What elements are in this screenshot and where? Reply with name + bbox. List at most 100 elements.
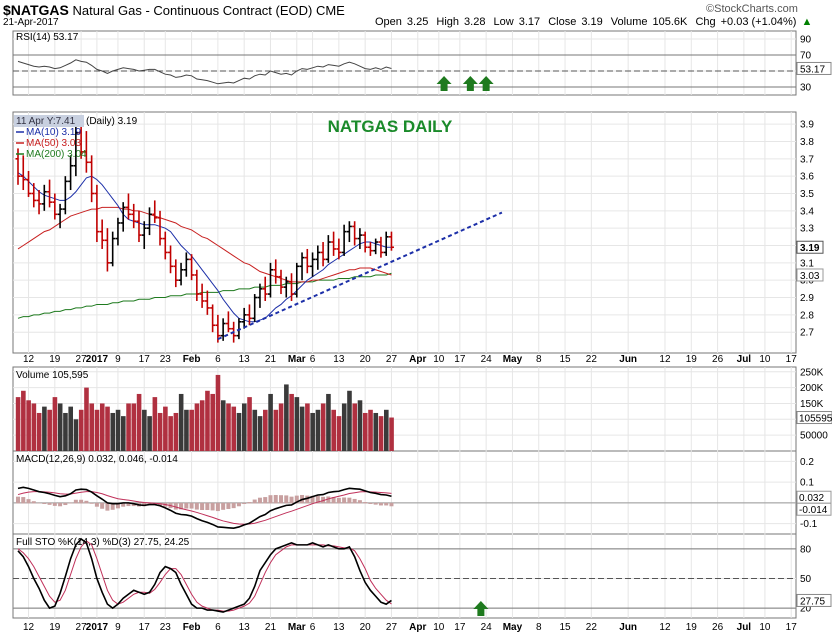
volume-bar: [320, 403, 326, 451]
price-bar: [352, 221, 358, 246]
volume-bar: [231, 406, 237, 451]
volume-bar: [15, 397, 21, 451]
volume-bar: [73, 419, 79, 451]
x-tick-label: 12: [23, 622, 35, 633]
rsi-panel-frame: [12, 30, 797, 96]
macd-histogram-bar: [16, 496, 20, 504]
macd-histogram-bar: [37, 502, 42, 504]
macd-histogram-bar: [189, 502, 194, 509]
price-bar: [346, 221, 352, 243]
volume-bar: [236, 412, 242, 451]
price-bar: [388, 231, 394, 251]
price-bar: [315, 245, 321, 270]
macd-histogram-bar: [200, 502, 205, 511]
volume-bar: [284, 384, 289, 451]
symbol-description: Natural Gas - Continuous Contract (EOD) …: [72, 3, 345, 18]
volume-bar: [336, 416, 342, 451]
price-y-tick-label: 2.9: [800, 293, 814, 304]
macd-histogram-bar: [73, 499, 78, 504]
ma200-line: [17, 272, 392, 319]
macd-histogram-bar: [310, 495, 315, 504]
volume-bar: [362, 412, 368, 451]
volume-bar: [21, 390, 26, 451]
trendline: [217, 211, 503, 341]
price-bar: [189, 254, 195, 281]
x-tick-label: 17: [139, 354, 151, 365]
price-last-box: [796, 240, 824, 254]
volume-y-tick-label: 250K: [800, 367, 824, 378]
x-tick-label: 27: [76, 622, 88, 633]
price-bar: [178, 262, 184, 286]
volume-last-box: [796, 411, 832, 425]
x-tick-label: 2017: [86, 622, 109, 633]
x-tick-label: 15: [559, 354, 571, 365]
price-bar: [41, 184, 47, 211]
macd-histogram-bar: [26, 499, 31, 504]
macd-histogram-bar: [194, 502, 199, 510]
sto-y-tick-label: 80: [800, 544, 812, 555]
x-tick-label: 21: [265, 354, 277, 365]
volume-bar: [36, 412, 42, 451]
macd-histogram-bar: [357, 500, 362, 504]
chart-annotation: NATGAS DAILY: [328, 117, 453, 136]
volume-bar: [147, 416, 152, 451]
price-bar: [378, 236, 384, 258]
price-legend-daily: (Daily) 3.19: [86, 116, 138, 127]
price-y-tick-label: 3.4: [800, 206, 814, 217]
volume-bar: [326, 393, 331, 451]
volume-bar: [273, 409, 279, 451]
ma10-line: [17, 172, 392, 323]
volume-bar: [131, 403, 137, 451]
x-tick-label: May: [503, 622, 523, 633]
x-tick-label: 6: [310, 354, 316, 365]
price-bar: [341, 224, 347, 256]
price-y-tick-label: 3.1: [800, 258, 814, 269]
x-tick-label: 9: [115, 622, 121, 633]
volume-bar: [68, 406, 73, 451]
symbol-line: $NATGAS Natural Gas - Continuous Contrac…: [3, 2, 345, 18]
price-bar: [225, 311, 231, 333]
volume-legend: Volume 105,595: [16, 370, 89, 381]
close-label: Close: [548, 16, 577, 28]
price-bar: [47, 179, 53, 208]
volume-bar: [210, 393, 216, 451]
stochastic-panel-frame: [12, 533, 797, 619]
x-tick-label: 17: [454, 354, 466, 365]
x-tick-label: 19: [49, 354, 61, 365]
price-bar: [99, 219, 105, 249]
macd-histogram-bar: [294, 495, 299, 504]
x-tick-label: 15: [559, 622, 571, 633]
volume-bar: [163, 406, 168, 451]
price-bar: [278, 269, 284, 295]
price-y-tick-label: 3.9: [800, 120, 814, 131]
volume-bar: [31, 403, 37, 451]
price-bar: [20, 155, 26, 191]
volume-bar: [84, 387, 89, 451]
open-label: Open: [375, 16, 402, 28]
macd-histogram-bar: [363, 502, 368, 504]
macd-histogram-bar: [257, 497, 262, 504]
sto-legend: Full STO %K(14,3) %D(3) 27.75, 24.25: [16, 537, 190, 548]
price-bar: [62, 176, 68, 215]
macd-histogram-bar: [268, 495, 273, 504]
green-up-arrow-icon: [436, 76, 452, 91]
volume-bar: [220, 400, 226, 451]
macd-histogram-bar: [384, 502, 389, 506]
x-tick-label: 17: [786, 622, 798, 633]
macd-histogram-bar: [52, 502, 57, 506]
price-ma-label: 3.03: [800, 271, 820, 282]
volume-bar: [121, 416, 126, 451]
macd-histogram-bar: [210, 502, 215, 511]
macd-histogram-bar: [378, 502, 383, 506]
high-label: High: [436, 16, 460, 28]
price-bar: [215, 314, 221, 343]
price-bar: [210, 304, 216, 333]
brand-logo: StockCharts.com: [706, 3, 798, 15]
price-bar: [299, 252, 305, 281]
chg-label: Chg: [695, 16, 716, 28]
volume-bar: [278, 403, 284, 451]
volume-bar: [199, 400, 205, 451]
volume-bar: [110, 412, 116, 451]
volume-bar: [168, 416, 173, 451]
macd-histogram-bar: [331, 497, 336, 504]
